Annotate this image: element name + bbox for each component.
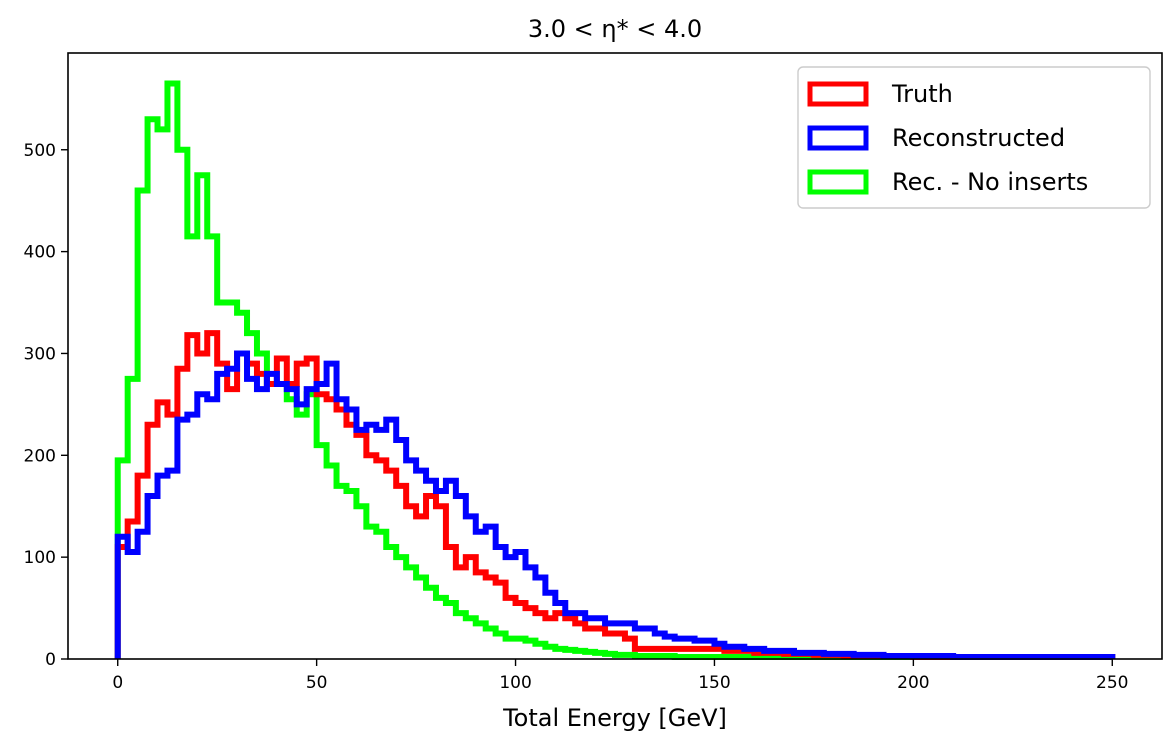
chart-title: 3.0 < η* < 4.0 [528,15,702,43]
x-axis-label: Total Energy [GeV] [502,704,727,732]
series-1-line [114,350,1116,660]
legend-swatch [807,125,869,151]
series-layer [114,80,1116,660]
x-tick-label: 200 [897,673,929,693]
plot-area-frame [67,52,1163,660]
legend-label: Reconstructed [892,124,1065,152]
legend-swatch [807,169,869,195]
x-tick-label: 50 [306,673,328,693]
legend-swatch [807,81,869,107]
x-axis: 0 50 100 150 200 250 [112,659,1128,693]
y-tick-label: 100 [24,548,56,568]
x-tick-label: 100 [499,673,531,693]
x-tick-label: 0 [112,673,123,693]
y-tick-label: 300 [24,344,56,364]
legend: Truth Reconstructed Rec. - No inserts [797,66,1151,209]
legend-label: Truth [891,80,953,108]
y-tick-label: 400 [24,243,56,263]
y-tick-label: 200 [24,446,56,466]
x-tick-label: 250 [1096,673,1128,693]
legend-label: Rec. - No inserts [892,168,1088,196]
y-axis: 0 100 200 300 400 500 [24,141,68,670]
x-tick-label: 150 [698,673,730,693]
legend-box [797,66,1151,209]
y-tick-label: 0 [45,650,56,670]
y-tick-label: 500 [24,141,56,161]
